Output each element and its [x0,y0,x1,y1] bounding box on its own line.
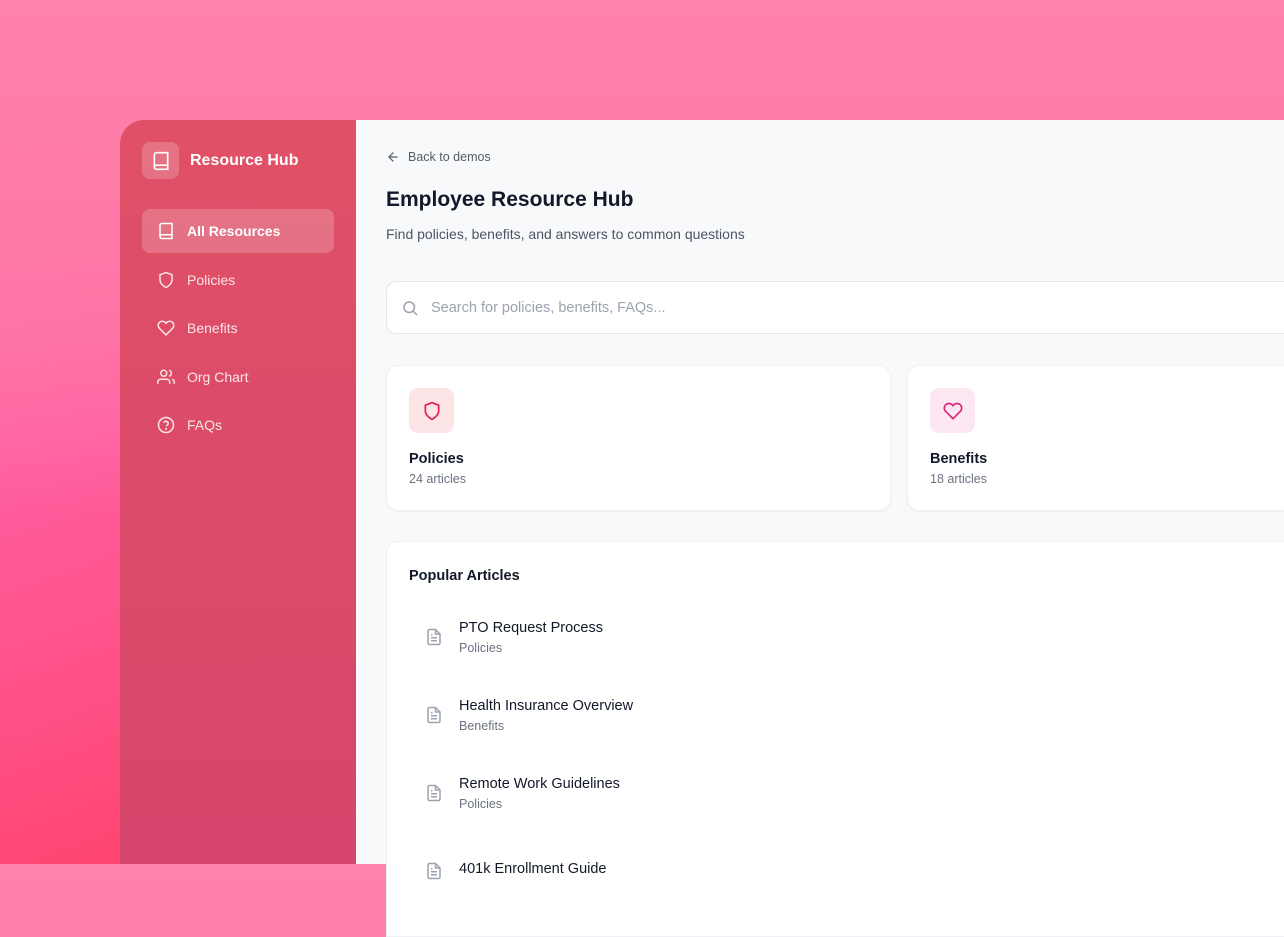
brand-title: Resource Hub [190,151,299,169]
file-text-icon [427,628,441,646]
file-text-icon [427,784,441,802]
book-icon [142,142,179,179]
category-card-policies[interactable]: Policies 24 articles [386,365,891,511]
back-link[interactable]: Back to demos [386,150,1284,164]
sidebar-item-label: Policies [187,271,236,288]
brand: Resource Hub [142,142,334,179]
page-subtitle: Find policies, benefits, and answers to … [386,226,745,242]
sidebar-item-faqs[interactable]: FAQs [142,403,334,447]
article-title: Health Insurance Overview [459,697,634,714]
shield-icon [159,271,173,288]
sidebar-item-org-chart[interactable]: Org Chart [142,355,334,399]
sidebar-item-label: FAQs [187,417,223,433]
article-title: 401k Enrollment Guide [459,860,607,877]
arrow-left-icon [388,152,398,162]
search-icon [403,300,418,315]
file-text-icon [427,862,441,880]
file-text-icon [427,706,441,724]
article-item[interactable]: PTO Request Process Policies [409,598,1262,676]
article-category: Benefits [459,718,505,733]
card-count: 24 articles [409,472,466,486]
book-icon [159,222,173,240]
heart-icon [930,388,975,433]
category-card-benefits[interactable]: Benefits 18 articles [907,365,1284,511]
sidebar-item-label: Benefits [187,320,238,336]
main-content: Back to demos Employee Resource Hub Find… [356,120,1284,937]
shield-icon [409,388,454,433]
card-title: Benefits [930,451,988,467]
sidebar-item-all-resources[interactable]: All Resources [142,209,334,253]
popular-articles: Popular Articles PTO Request Process Poli… [386,541,1284,937]
sidebar-item-label: All Resources [187,223,281,239]
article-item[interactable]: 401k Enrollment Guide [409,832,1262,910]
back-link-label: Back to demos [408,150,491,164]
card-count: 18 articles [930,472,987,486]
sidebar-item-benefits[interactable]: Benefits [142,306,334,350]
article-title: Remote Work Guidelines [459,775,620,792]
section-title: Popular Articles [409,568,520,584]
app-window: Resource Hub All Resources Policies Bene… [120,120,1284,937]
users-icon [157,369,175,384]
search-input[interactable] [431,299,1031,316]
heart-icon [157,320,175,336]
search-bar [386,281,1284,334]
sidebar: Resource Hub All Resources Policies Bene… [120,120,356,864]
article-title: PTO Request Process [459,619,603,636]
category-cards: Policies 24 articles Benefits 18 article… [386,365,1284,511]
article-category: Policies [459,796,503,811]
sidebar-item-label: Org Chart [187,368,249,385]
article-item[interactable]: Health Insurance Overview Benefits [409,676,1262,754]
article-item[interactable]: Remote Work Guidelines Policies [409,754,1262,832]
card-title: Policies [409,451,464,467]
sidebar-item-policies[interactable]: Policies [142,258,334,302]
article-category: Policies [459,640,503,655]
page-title: Employee Resource Hub [386,188,634,211]
help-circle-icon [157,416,175,434]
